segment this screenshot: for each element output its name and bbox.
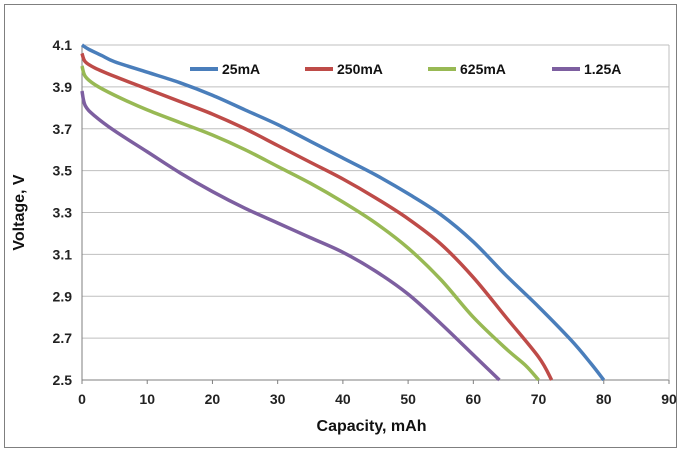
x-tick-label: 30 <box>270 391 286 407</box>
series-lines <box>80 43 606 382</box>
x-tick-label: 70 <box>531 391 547 407</box>
series-line-2 <box>80 52 554 381</box>
series-line-4 <box>80 90 501 382</box>
legend-label: 25mA <box>222 61 260 77</box>
grid-lines <box>82 44 669 339</box>
legend-label: 250mA <box>337 61 383 77</box>
tick-labels: 2.5 2.7 2.9 3.1 3.3 3.5 3.7 3.9 4.1 0 10 20 30 40 50 60… <box>53 37 677 407</box>
series-line-1 <box>81 43 606 382</box>
y-tick-label: 4.1 <box>53 37 73 53</box>
y-tick-label: 2.9 <box>53 288 73 304</box>
series-line-3 <box>80 65 540 382</box>
y-tick-label: 3.3 <box>53 205 73 221</box>
axes <box>81 44 670 384</box>
y-tick-label: 3.9 <box>53 79 73 95</box>
x-axis-title: Capacity, mAh <box>317 418 427 435</box>
y-tick-label: 3.5 <box>53 163 73 179</box>
y-tick-label: 2.5 <box>53 372 73 388</box>
y-tick-label: 3.7 <box>53 121 73 137</box>
y-axis-title: Voltage, V <box>11 174 28 250</box>
x-tick-label: 10 <box>139 391 155 407</box>
x-tick-label: 20 <box>205 391 221 407</box>
x-tick-label: 40 <box>335 391 351 407</box>
legend-label: 1.25A <box>584 61 621 77</box>
x-tick-label: 60 <box>466 391 482 407</box>
legend-label: 625mA <box>460 61 506 77</box>
y-tick-label: 2.7 <box>53 330 73 346</box>
x-tick-label: 0 <box>78 391 86 407</box>
y-tick-label: 3.1 <box>53 246 73 262</box>
legend: 25mA 250mA 625mA 1.25A <box>190 61 621 77</box>
x-tick-label: 50 <box>400 391 416 407</box>
x-tick-label: 90 <box>661 391 677 407</box>
x-tick-label: 80 <box>596 391 612 407</box>
